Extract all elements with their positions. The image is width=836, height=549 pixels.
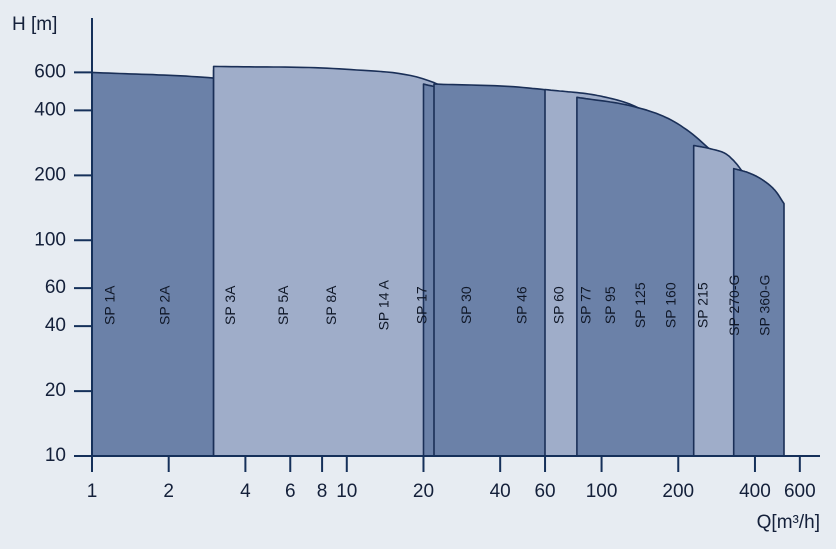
x-tick-label: 20 [413,481,434,502]
series-area-sp-360-g [732,167,785,457]
series-label-sp-2a: SP 2A [156,285,172,325]
x-tick-label: 8 [317,481,328,502]
series-label-sp-60: SP 60 [550,286,566,324]
y-tick-label: 40 [45,315,66,336]
y-axis-title: H [m] [12,14,57,35]
x-tick-label: 400 [739,481,771,502]
y-tick-label: 10 [45,445,66,466]
y-tick-label: 60 [45,277,66,298]
series-label-sp-95: SP 95 [602,286,618,324]
y-tick-label: 100 [34,229,66,250]
series-label-sp-125: SP 125 [632,282,648,328]
series-label-sp-77: SP 77 [577,286,593,324]
series-label-sp-1a: SP 1A [101,285,117,325]
series-label-sp-30: SP 30 [458,286,474,324]
x-tick-label: 4 [240,481,251,502]
x-tick-label: 2 [163,481,174,502]
x-tick-label: 40 [490,481,511,502]
x-axis-title: Q[m³/h] [757,512,820,533]
series-label-sp-360-g: SP 360-G [757,275,773,336]
series-label-sp-5a: SP 5A [275,285,291,325]
x-tick-label: 600 [784,481,816,502]
series-label-sp-14-a: SP 14 A [375,279,391,330]
series-label-sp-270-g: SP 270-G [726,275,742,336]
x-tick-label: 6 [285,481,296,502]
series-label-sp-3a: SP 3A [222,285,238,325]
x-tick-label: 10 [336,481,357,502]
series-label-sp-160: SP 160 [663,282,679,328]
x-tick-label: 100 [586,481,618,502]
series-label-sp-46: SP 46 [513,286,529,324]
y-tick-label: 400 [34,99,66,120]
series-label-sp-17: SP 17 [414,286,430,324]
series-area-sp-215 [576,96,724,457]
x-tick-label: 60 [534,481,555,502]
y-tick-label: 20 [45,380,66,401]
series-labels: SP 1A SP 2A SP 3A SP 5A SP 8A SP 14 A SP 17 SP … [101,275,772,336]
x-tick-label: 1 [87,481,98,502]
series-areas [91,65,785,457]
x-tick-label: 200 [662,481,694,502]
series-label-sp-215: SP 215 [695,282,711,328]
y-tick-label: 600 [34,61,66,82]
series-label-sp-8a: SP 8A [323,285,339,325]
y-tick-label: 200 [34,164,66,185]
